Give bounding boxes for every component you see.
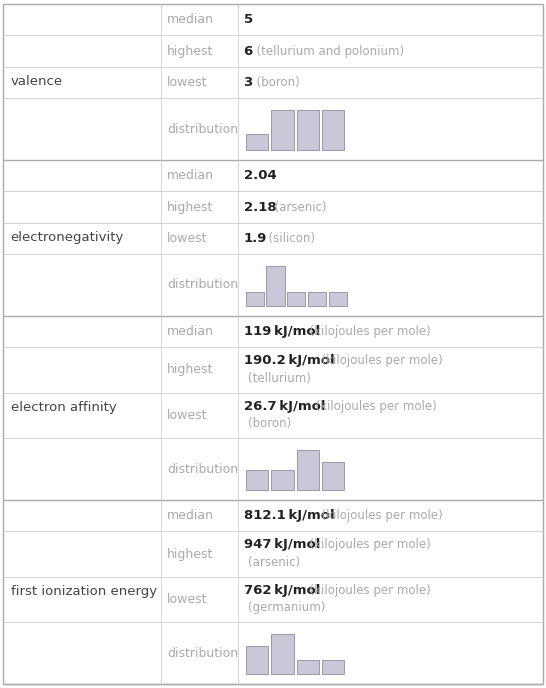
Bar [296, 451, 319, 490]
Text: median: median [167, 169, 214, 182]
Text: 5: 5 [244, 13, 253, 26]
Text: 947 kJ/mol: 947 kJ/mol [244, 539, 320, 552]
Bar [308, 292, 326, 306]
Text: distribution: distribution [167, 122, 238, 136]
Text: (kilojoules per mole): (kilojoules per mole) [314, 354, 443, 367]
Bar [322, 462, 344, 490]
Text: 3: 3 [244, 76, 253, 89]
Text: (boron): (boron) [247, 417, 291, 430]
Text: electronegativity: electronegativity [11, 231, 124, 244]
Text: median: median [167, 509, 214, 522]
Bar [271, 634, 294, 674]
Text: (tellurium): (tellurium) [247, 372, 310, 385]
Text: (tellurium and polonium): (tellurium and polonium) [250, 45, 405, 58]
Text: (boron): (boron) [250, 76, 300, 89]
Bar [246, 470, 268, 490]
Text: distribution: distribution [167, 462, 238, 475]
Text: highest: highest [167, 45, 213, 58]
Text: lowest: lowest [167, 593, 207, 606]
Bar [287, 292, 305, 306]
Text: lowest: lowest [167, 76, 207, 89]
Text: (silicon): (silicon) [261, 232, 315, 245]
Bar [322, 660, 344, 674]
Text: (kilojoules per mole): (kilojoules per mole) [314, 509, 443, 522]
Text: lowest: lowest [167, 232, 207, 245]
Bar [246, 134, 268, 150]
Text: distribution: distribution [167, 279, 238, 292]
Text: (kilojoules per mole): (kilojoules per mole) [302, 539, 431, 552]
Bar [246, 646, 268, 674]
Text: 119 kJ/mol: 119 kJ/mol [244, 325, 320, 338]
Text: 2.18: 2.18 [244, 200, 276, 213]
Text: valence: valence [11, 76, 63, 89]
Bar [271, 110, 294, 150]
Bar [266, 266, 284, 306]
Text: (kilojoules per mole): (kilojoules per mole) [302, 325, 431, 338]
Text: (germanium): (germanium) [247, 601, 325, 614]
Text: 762 kJ/mol: 762 kJ/mol [244, 584, 320, 596]
Text: highest: highest [167, 548, 213, 561]
Text: (arsenic): (arsenic) [267, 200, 327, 213]
Text: (kilojoules per mole): (kilojoules per mole) [302, 584, 431, 596]
Text: 2.04: 2.04 [244, 169, 276, 182]
Text: median: median [167, 13, 214, 26]
Bar [296, 660, 319, 674]
Text: 6: 6 [244, 45, 253, 58]
Text: (kilojoules per mole): (kilojoules per mole) [308, 400, 437, 413]
Text: median: median [167, 325, 214, 338]
Text: 812.1 kJ/mol: 812.1 kJ/mol [244, 509, 334, 522]
Text: (arsenic): (arsenic) [247, 556, 300, 569]
Text: electron affinity: electron affinity [11, 402, 116, 414]
Bar [329, 292, 347, 306]
Text: 190.2 kJ/mol: 190.2 kJ/mol [244, 354, 334, 367]
Text: lowest: lowest [167, 409, 207, 422]
Text: 26.7 kJ/mol: 26.7 kJ/mol [244, 400, 325, 413]
Bar [246, 292, 264, 306]
Text: highest: highest [167, 363, 213, 376]
Bar [271, 470, 294, 490]
Text: distribution: distribution [167, 647, 238, 660]
Bar [322, 110, 344, 150]
Text: highest: highest [167, 200, 213, 213]
Bar [296, 110, 319, 150]
Text: 1.9: 1.9 [244, 232, 267, 245]
Text: first ionization energy: first ionization energy [11, 585, 157, 599]
